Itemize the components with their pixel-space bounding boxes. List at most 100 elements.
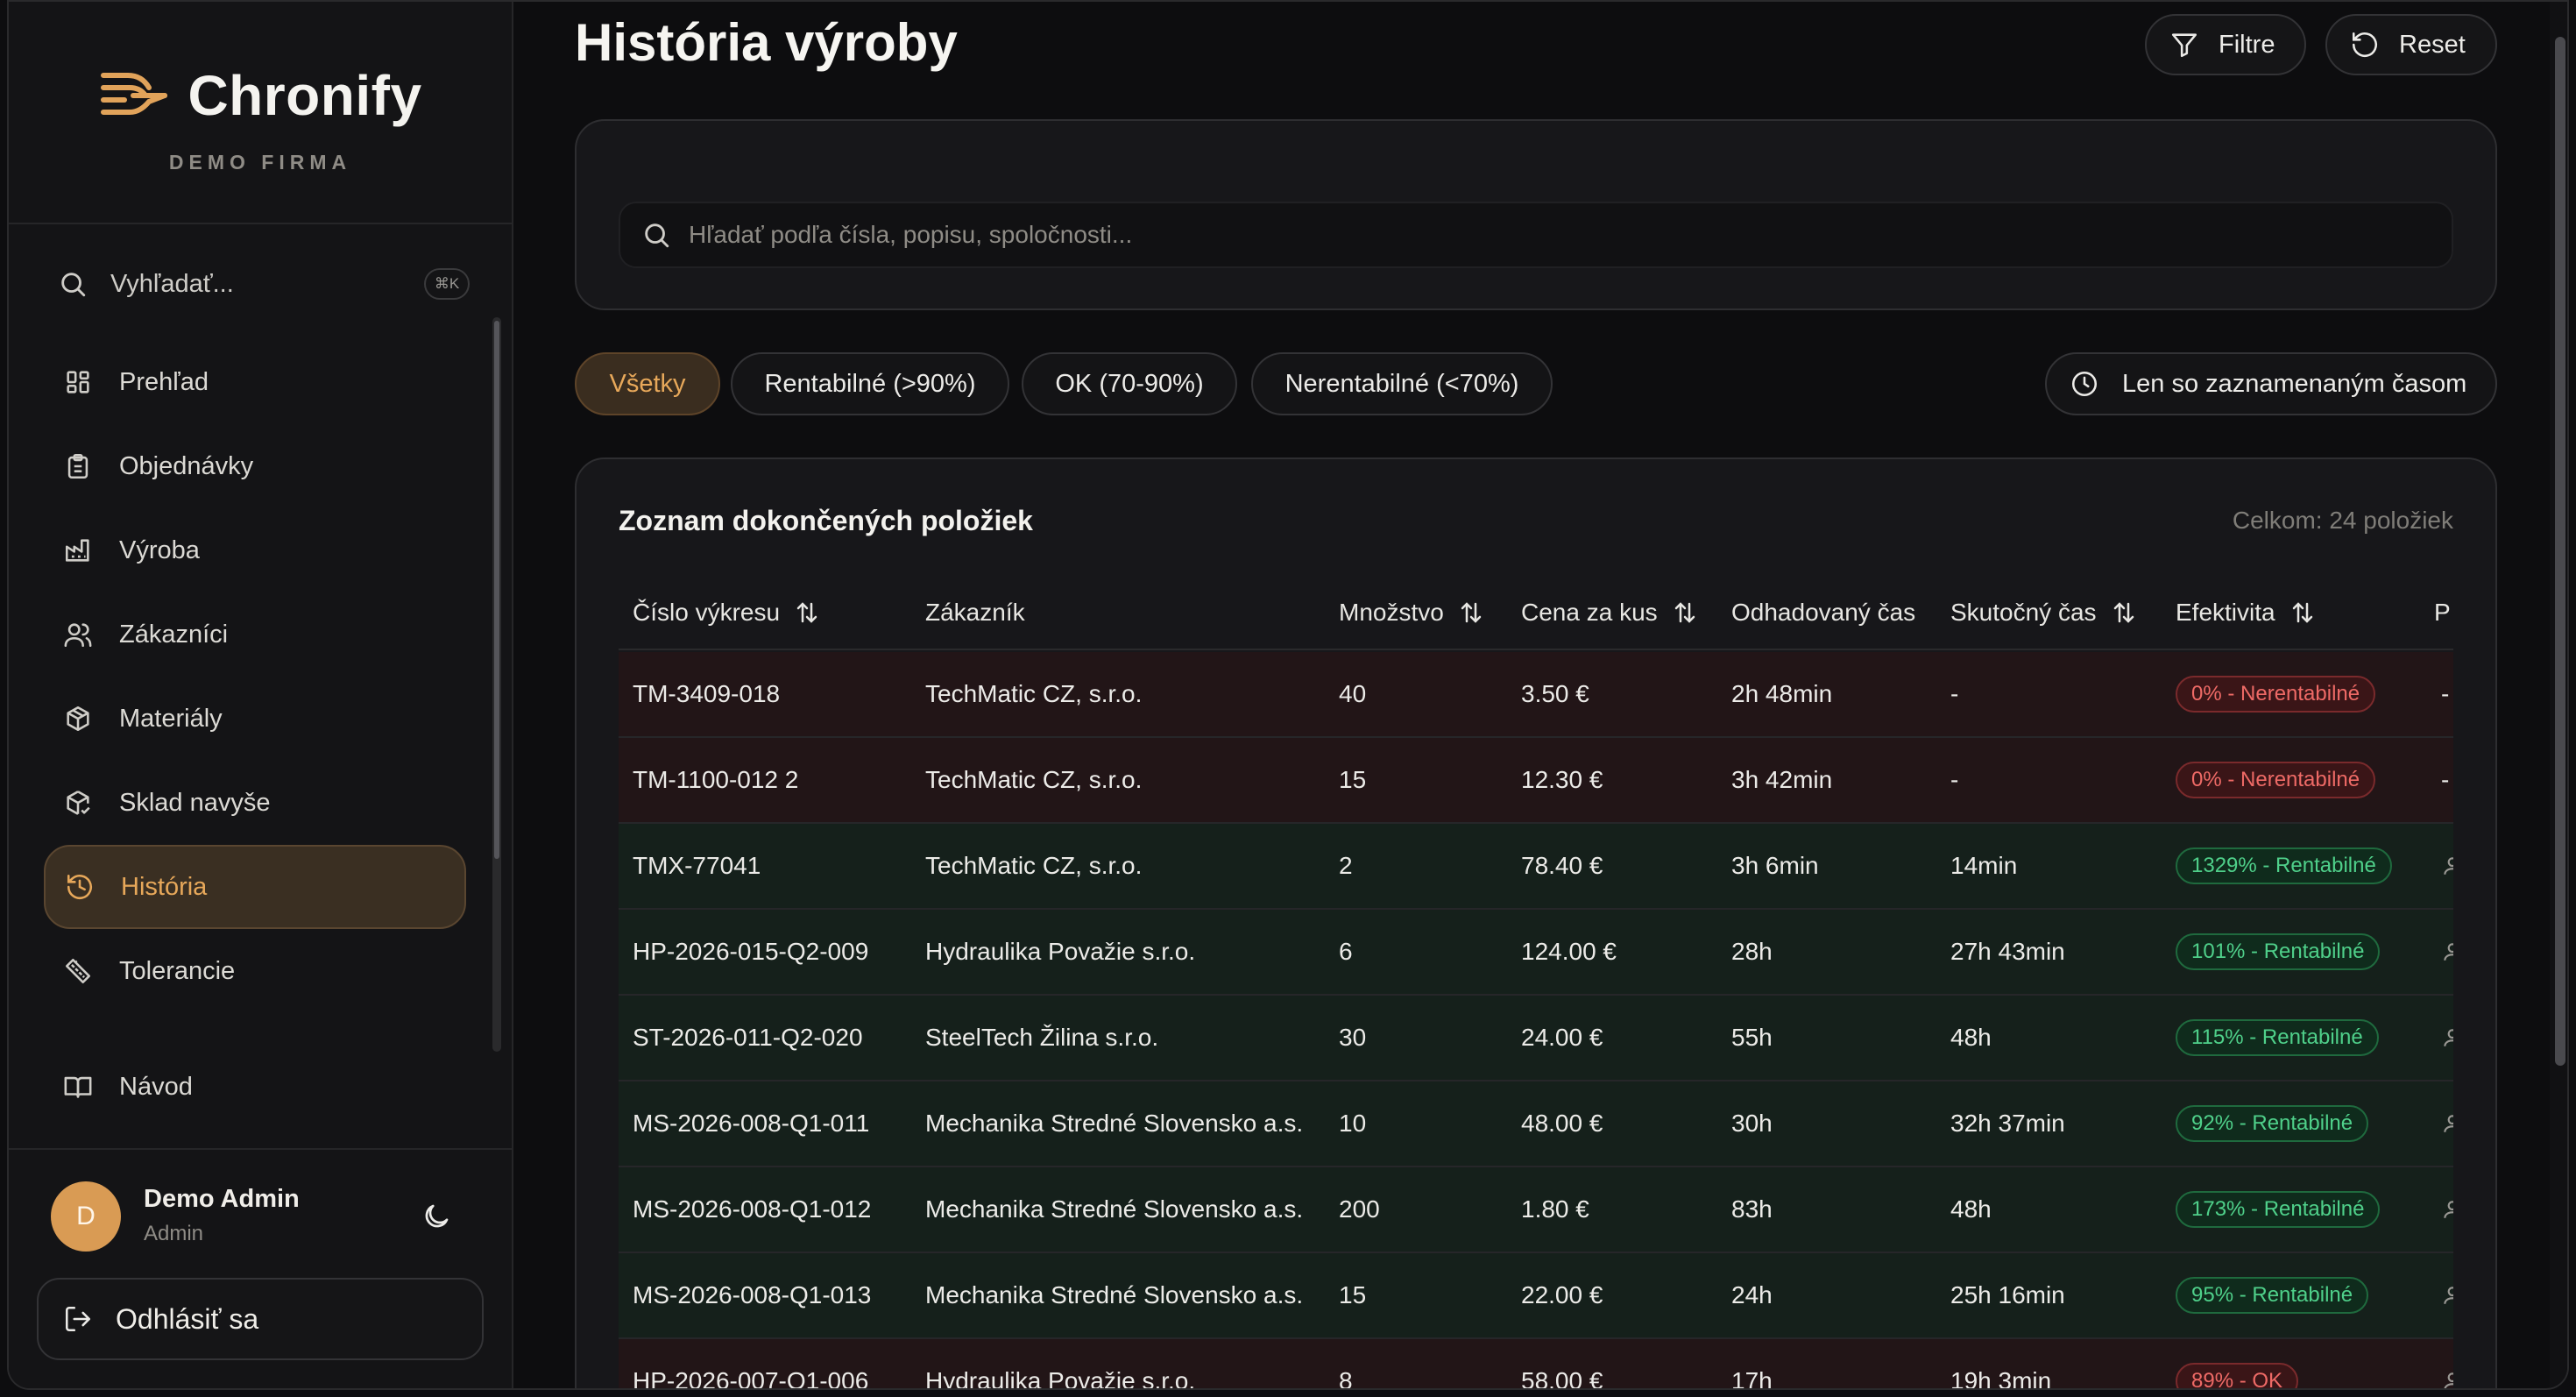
table-row[interactable]: ST-2026-011-Q2-020 SteelTech Žilina s.r.o… <box>619 996 2453 1081</box>
column-label: Číslo výkresu <box>633 599 781 626</box>
column-header-p: P <box>2434 575 2451 650</box>
cell-drawing-number: MS-2026-008-Q1-013 <box>633 1281 872 1308</box>
recorded-time-label: Len so zaznamenaným časom <box>2122 369 2467 398</box>
cell-customer: Hydraulika Považie s.r.o. <box>925 1367 1196 1390</box>
filter-chip-ok[interactable]: OK (70-90%) <box>1022 352 1237 415</box>
table-row[interactable]: HP-2026-007-Q1-006 Hydraulika Považie s.r… <box>619 1339 2453 1390</box>
cell-drawing-number: TM-1100-012 2 <box>633 766 799 793</box>
column-header-skutocny-cas[interactable]: Skutočný čas <box>1950 575 2137 650</box>
cell-estimated-time: 24h <box>1731 1281 1773 1308</box>
sidebar-item-label: Zákazníci <box>119 620 229 649</box>
sidebar-item-materialy[interactable]: Materiály <box>44 677 466 761</box>
cell-estimated-time: 83h <box>1731 1195 1773 1223</box>
search-icon <box>58 269 88 299</box>
main-scrollbar-thumb[interactable] <box>2555 37 2565 1066</box>
user-icon <box>2441 1167 2453 1252</box>
sidebar-item-sklad-navyse[interactable]: Sklad navyše <box>44 761 466 845</box>
avatar[interactable]: D <box>51 1181 121 1252</box>
clipboard-icon <box>63 451 93 481</box>
cell-efficiency: 0% - Nerentabilné <box>2176 738 2376 822</box>
dashboard-icon <box>63 367 93 397</box>
search-field[interactable] <box>619 202 2453 268</box>
table-row[interactable]: MS-2026-008-Q1-013 Mechanika Stredné Slov… <box>619 1253 2453 1339</box>
column-label: Množstvo <box>1339 599 1444 626</box>
column-header-efektivita[interactable]: Efektivita <box>2176 575 2316 650</box>
cell-drawing-number: TM-3409-018 <box>633 680 781 707</box>
sidebar-item-zakaznici[interactable]: Zákazníci <box>44 592 466 677</box>
search-input[interactable] <box>689 221 2353 249</box>
filter-chip-nerentabilne[interactable]: Nerentabilné (<70%) <box>1251 352 1553 415</box>
table-row[interactable]: MS-2026-008-Q1-012 Mechanika Stredné Slov… <box>619 1167 2453 1253</box>
history-table-card: Zoznam dokončených položiek Celkom: 24 p… <box>575 457 2497 1390</box>
cell-efficiency: 89% - OK <box>2176 1339 2299 1388</box>
cell-efficiency: 1329% - Rentabilné <box>2176 824 2392 908</box>
cell-actual-time: 27h 43min <box>1950 938 2065 965</box>
sidebar-scrollbar-thumb[interactable] <box>494 321 499 859</box>
sidebar-item-vyroba[interactable]: Výroba <box>44 508 466 592</box>
cell-quantity: 8 <box>1339 1367 1353 1390</box>
search-panel <box>575 119 2497 310</box>
cell-estimated-time: 17h <box>1731 1367 1773 1390</box>
cell-estimated-time: 2h 48min <box>1731 680 1833 707</box>
table-row[interactable]: TM-1100-012 2 TechMatic CZ, s.r.o. 15 12.30… <box>619 738 2453 824</box>
cell-drawing-number: HP-2026-015-Q2-009 <box>633 938 869 965</box>
sidebar-nav: Prehľad Objednávky Výroba Zákazníci Mate… <box>44 340 466 1129</box>
package-icon <box>63 704 93 734</box>
table-row[interactable]: HP-2026-015-Q2-009 Hydraulika Považie s.r… <box>619 910 2453 996</box>
ruler-icon <box>63 956 93 986</box>
filter-button[interactable]: Filtre <box>2145 14 2306 75</box>
search-icon <box>641 220 671 250</box>
cell-customer: TechMatic CZ, s.r.o. <box>925 680 1143 707</box>
logout-button[interactable]: Odhlásiť sa <box>37 1278 484 1360</box>
logout-icon <box>63 1304 93 1334</box>
efficiency-badge: 0% - Nerentabilné <box>2176 676 2376 713</box>
column-header-cislo-vykresu[interactable]: Číslo výkresu <box>633 575 820 650</box>
cell-efficiency: 0% - Nerentabilné <box>2176 652 2376 736</box>
cell-actual-time: 14min <box>1950 852 2018 879</box>
cell-drawing-number: ST-2026-011-Q2-020 <box>633 1024 863 1051</box>
efficiency-badge: 1329% - Rentabilné <box>2176 847 2392 884</box>
efficiency-badge: 92% - Rentabilné <box>2176 1105 2369 1142</box>
cell-actual-time: 48h <box>1950 1024 1992 1051</box>
table-row[interactable]: TMX-77041 TechMatic CZ, s.r.o. 2 78.40 € 3h … <box>619 824 2453 910</box>
filter-chip-rentabilne[interactable]: Rentabilné (>90%) <box>731 352 1009 415</box>
cell-p: - <box>2441 766 2450 793</box>
efficiency-badge: 0% - Nerentabilné <box>2176 762 2376 798</box>
sidebar-item-objednavky[interactable]: Objednávky <box>44 424 466 508</box>
column-label: P <box>2434 599 2451 626</box>
sidebar-item-label: Výroba <box>119 535 200 564</box>
users-icon <box>63 620 93 649</box>
moon-icon[interactable] <box>421 1201 452 1232</box>
cell-efficiency: 95% - Rentabilné <box>2176 1253 2369 1337</box>
user-profile: D Demo Admin Admin Odhlásiť sa <box>9 1148 513 1388</box>
cell-quantity: 30 <box>1339 1024 1367 1051</box>
cell-estimated-time: 3h 6min <box>1731 852 1819 879</box>
cell-actual-time: - <box>1950 680 1959 707</box>
cell-customer: TechMatic CZ, s.r.o. <box>925 852 1143 879</box>
sidebar-item-label: Prehľad <box>119 367 209 396</box>
shortcut-badge: ⌘K <box>424 268 470 300</box>
clock-icon <box>2070 369 2099 399</box>
sidebar-item-tolerancie[interactable]: Tolerancie <box>44 929 466 1013</box>
user-icon <box>2441 910 2453 994</box>
table-row[interactable]: TM-3409-018 TechMatic CZ, s.r.o. 40 3.50 € 2… <box>619 652 2453 738</box>
sidebar-item-prehlad[interactable]: Prehľad <box>44 340 466 424</box>
recorded-time-toggle[interactable]: Len so zaznamenaným časom <box>2045 352 2497 415</box>
sidebar-item-navod[interactable]: Návod <box>44 1045 466 1129</box>
filter-icon <box>2169 30 2199 60</box>
sidebar-item-historia[interactable]: História <box>44 845 466 929</box>
table-row[interactable]: MS-2026-008-Q1-011 Mechanika Stredné Slov… <box>619 1081 2453 1167</box>
user-icon <box>2441 1339 2453 1388</box>
filter-chip-vsetky[interactable]: Všetky <box>575 352 720 415</box>
cell-quantity: 15 <box>1339 1281 1367 1308</box>
cell-efficiency: 173% - Rentabilné <box>2176 1167 2381 1252</box>
column-header-mnozstvo[interactable]: Množstvo <box>1339 575 1484 650</box>
cell-unit-price: 3.50 € <box>1521 680 1589 707</box>
reset-button[interactable]: Reset <box>2325 14 2497 75</box>
table-header: Číslo výkresu Zákazník Množstvo Cena za … <box>619 575 2453 650</box>
cell-drawing-number: MS-2026-008-Q1-011 <box>633 1110 870 1137</box>
user-name: Demo Admin <box>144 1185 300 1213</box>
sidebar-search[interactable]: Vyhľadať... ⌘K <box>58 265 470 303</box>
column-header-cena-za-kus[interactable]: Cena za kus <box>1521 575 1698 650</box>
sidebar-item-label: Materiály <box>119 704 223 733</box>
